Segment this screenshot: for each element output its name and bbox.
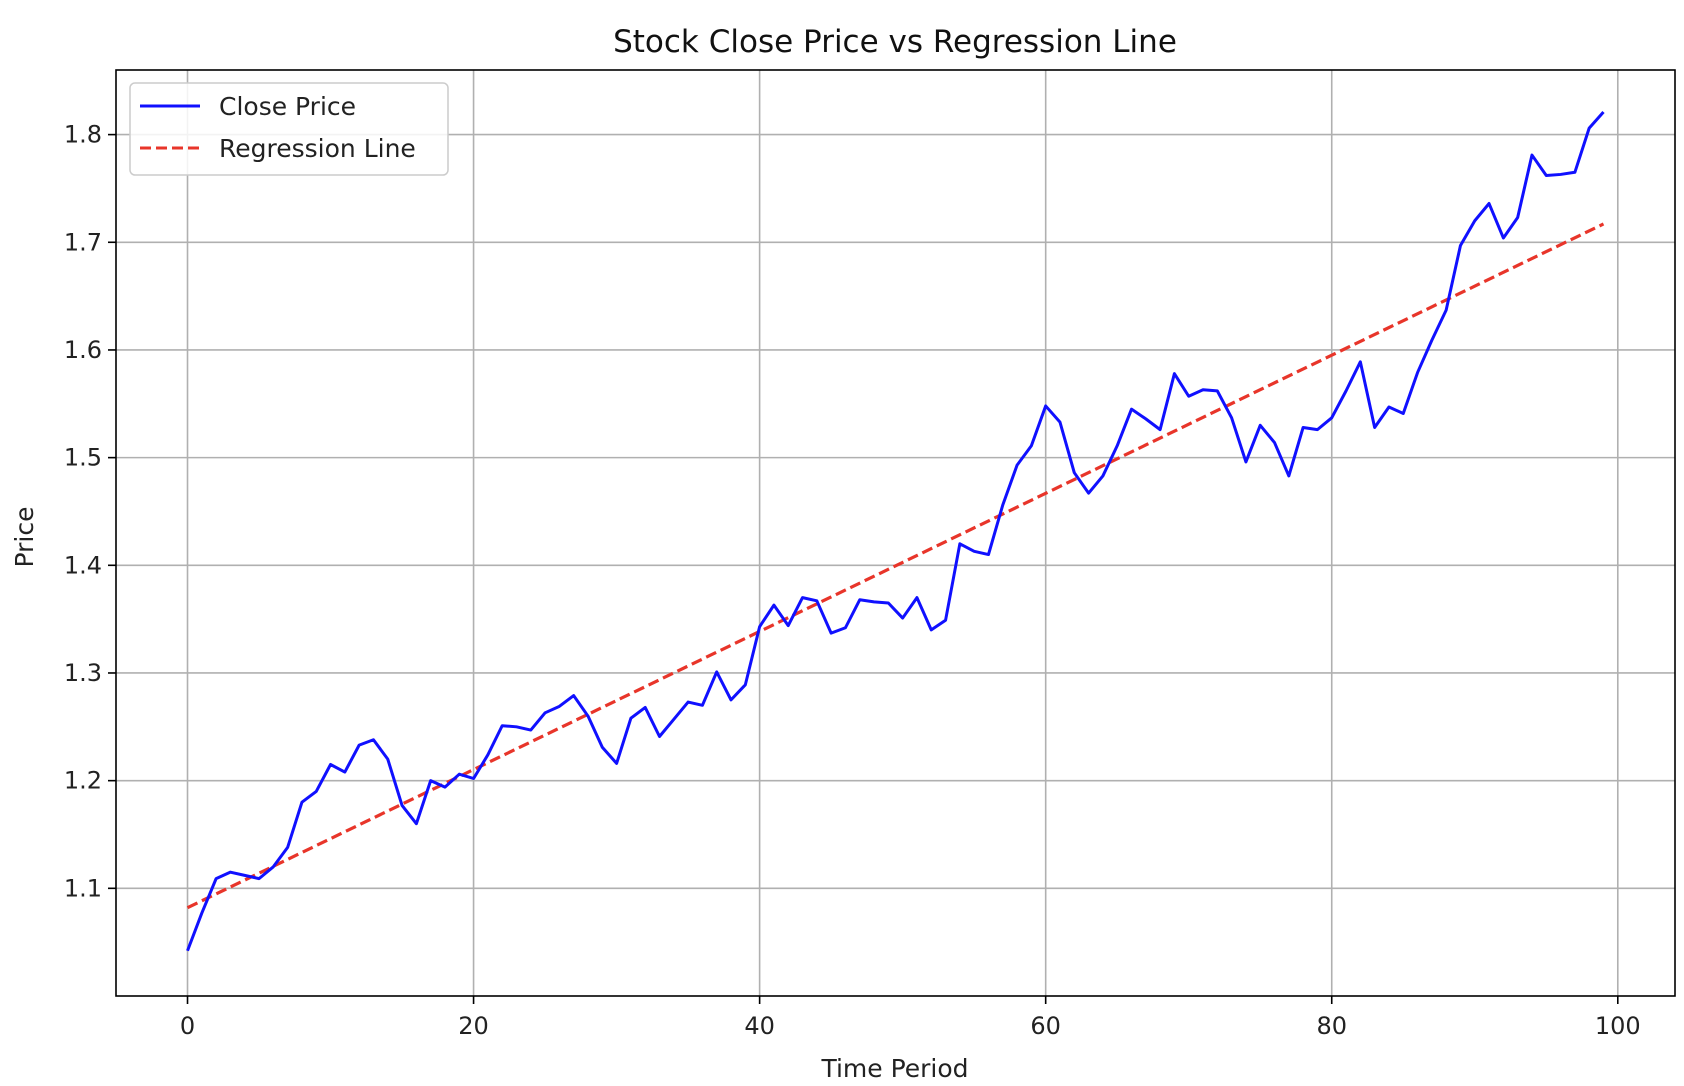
y-tick-label: 1.1: [64, 874, 102, 902]
y-tick-label: 1.8: [64, 121, 102, 149]
y-tick-label: 1.6: [64, 336, 102, 364]
x-axis-label: Time Period: [820, 1054, 968, 1083]
x-tick-label: 100: [1595, 1012, 1641, 1040]
axis-ticks: 0 20 40 60 80 100 1.1 1.2 1.3 1.4 1.5 1.6 1.7 1.8: [64, 121, 1641, 1040]
y-tick-label: 1.3: [64, 659, 102, 687]
plot-frame: [115, 69, 1676, 997]
y-axis-label: Price: [10, 507, 39, 568]
legend-label-close-price: Close Price: [219, 92, 356, 121]
y-tick-label: 1.5: [64, 444, 102, 472]
y-tick-label: 1.4: [64, 551, 102, 579]
grid-lines: [116, 70, 1675, 996]
legend-box: [129, 82, 449, 176]
x-tick-label: 20: [458, 1012, 489, 1040]
y-tick-label: 1.2: [64, 767, 102, 795]
series-regression-line: [186, 222, 1605, 910]
chart-title: Stock Close Price vs Regression Line: [613, 24, 1177, 60]
y-tick-label: 1.7: [64, 228, 102, 256]
x-tick-label: 40: [744, 1012, 775, 1040]
x-tick-label: 60: [1030, 1012, 1061, 1040]
legend: Close Price Regression Line: [129, 82, 449, 176]
legend-label-regression-line: Regression Line: [219, 134, 416, 163]
x-tick-label: 0: [180, 1012, 195, 1040]
series-layer: [186, 110, 1605, 952]
series-close-price: [186, 110, 1605, 952]
x-tick-label: 80: [1316, 1012, 1347, 1040]
